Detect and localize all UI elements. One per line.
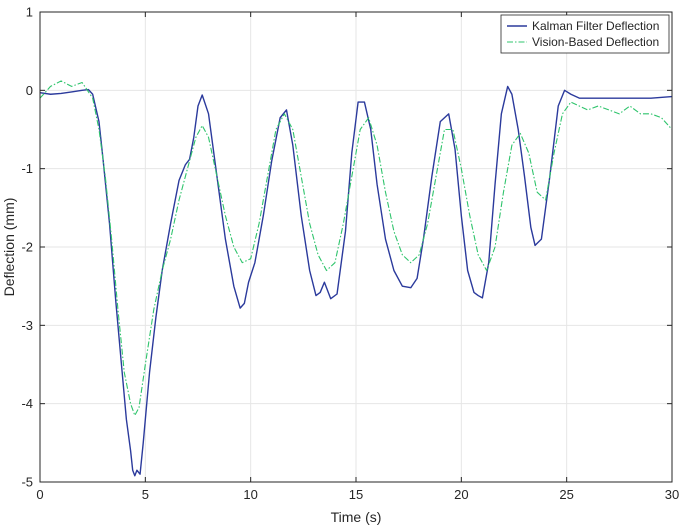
x-tick-label: 10 <box>243 487 257 502</box>
y-tick-label: 0 <box>26 83 33 98</box>
legend-box <box>500 14 670 54</box>
y-tick-label: -3 <box>21 318 33 333</box>
y-tick-label: -4 <box>21 396 33 411</box>
y-tick-label: -2 <box>21 240 33 255</box>
y-tick-label: -5 <box>21 475 33 490</box>
series-line-vision <box>39 80 673 416</box>
x-tick-label: 25 <box>559 487 573 502</box>
y-axis-label: Deflection (mm) <box>1 198 17 297</box>
legend-label-vision: Vision-Based Deflection <box>532 35 659 49</box>
x-tick-label: 0 <box>36 487 43 502</box>
legend: Kalman Filter Deflection Vision-Based De… <box>500 14 670 54</box>
x-tick-label: 5 <box>142 487 149 502</box>
series-layer <box>39 80 673 477</box>
x-axis-label: Time (s) <box>331 509 382 525</box>
legend-label-kalman: Kalman Filter Deflection <box>532 19 659 33</box>
x-tick-label: 20 <box>454 487 468 502</box>
x-tick-label: 15 <box>349 487 363 502</box>
grid <box>40 12 672 482</box>
series-line-kalman <box>39 85 673 477</box>
y-tick-label: -1 <box>21 161 33 176</box>
x-tick-label: 30 <box>665 487 679 502</box>
y-tick-label: 1 <box>26 5 33 20</box>
